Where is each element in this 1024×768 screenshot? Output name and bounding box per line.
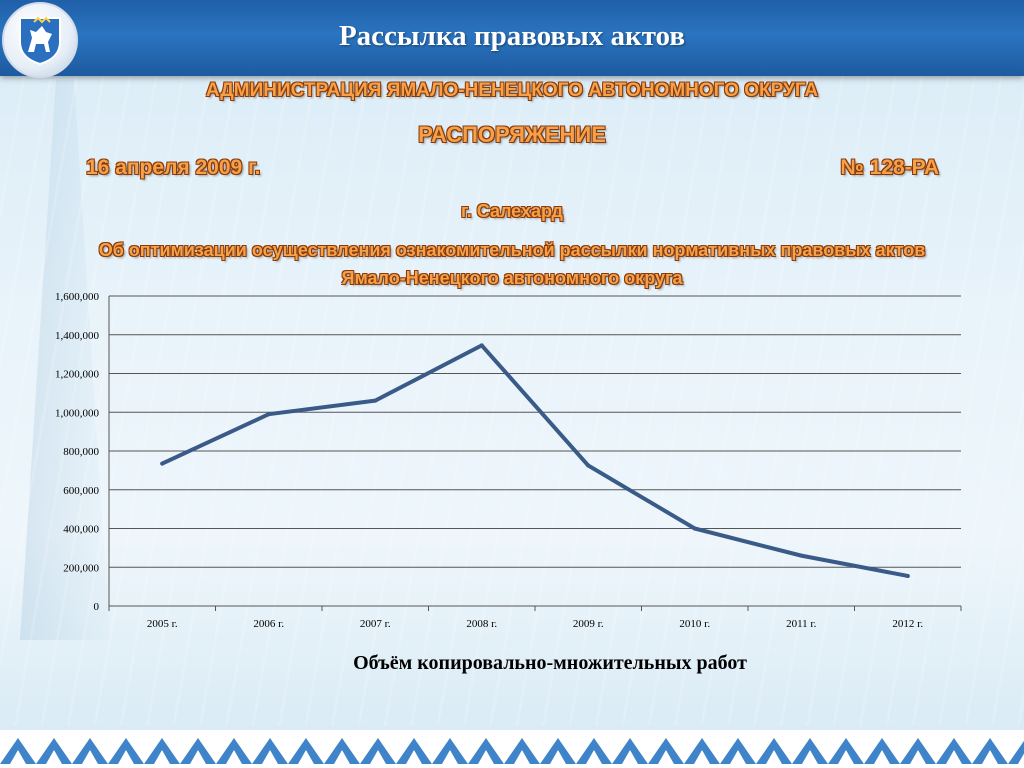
series-line [160, 343, 910, 578]
y-tick-label: 0 [94, 601, 100, 613]
ornament-motif [900, 738, 936, 764]
ornament-motif [936, 738, 972, 764]
document-date: 16 апреля 2009 г. [86, 156, 261, 179]
y-tick-label: 400,000 [63, 524, 99, 536]
ornament-motif [72, 738, 108, 764]
data-point [373, 398, 378, 403]
y-tick-label: 200,000 [63, 562, 99, 574]
ornament-motif [972, 738, 1008, 764]
x-tick-label: 2005 г. [147, 618, 178, 630]
data-point [586, 463, 591, 468]
ornament-motif [792, 738, 828, 764]
y-tick-label: 800,000 [63, 446, 99, 458]
x-tick-label: 2006 г. [253, 618, 284, 630]
ornament-motif [648, 738, 684, 764]
x-tick-label: 2010 г. [679, 618, 710, 630]
ornament-motif [864, 738, 900, 764]
data-point [266, 412, 271, 417]
y-tick-label: 1,400,000 [55, 330, 100, 342]
ornament-motif [756, 738, 792, 764]
x-tick-label: 2008 г. [466, 618, 497, 630]
x-tick-label: 2007 г. [360, 618, 391, 630]
yamal-coat-of-arms-icon [2, 2, 78, 78]
x-tick-label: 2012 г. [892, 618, 923, 630]
slide-header: Рассылка правовых актов [0, 0, 1024, 78]
document-city: г. Салехард [461, 201, 563, 221]
data-point [905, 573, 910, 578]
data-point [692, 526, 697, 531]
ornament-motif [432, 738, 468, 764]
ornament-motif [144, 738, 180, 764]
ornament-motif [1008, 740, 1024, 764]
data-point [160, 461, 165, 466]
ornament-motif [108, 738, 144, 764]
document-number: № 128-РА [840, 156, 939, 179]
ornament-motif [360, 738, 396, 764]
data-point [799, 553, 804, 558]
ornament-motif [468, 738, 504, 764]
ornament-motif [0, 738, 36, 764]
y-tick-label: 600,000 [63, 485, 99, 497]
ornament-motif [396, 738, 432, 764]
ornament-motif [720, 738, 756, 764]
x-tick-label: 2011 г. [786, 618, 817, 630]
chart-caption: Объём копировально-множительных работ [353, 652, 747, 674]
ornament-border [0, 730, 1024, 768]
document-subject-line-1: Об оптимизации осуществления ознакомител… [98, 240, 926, 260]
ornament-motif [612, 738, 648, 764]
ornament-motif [288, 738, 324, 764]
authority-heading: АДМИНИСТРАЦИЯ ЯМАЛО-НЕНЕЦКОГО АВТОНОМНОГ… [205, 80, 819, 101]
ornament-motif [828, 738, 864, 764]
y-tick-label: 1,200,000 [55, 369, 100, 381]
data-point [479, 343, 484, 348]
document-subject-line-2: Ямало-Ненецкого автономного округа [341, 268, 683, 288]
decorative-background [0, 76, 1024, 726]
x-tick-label: 2009 г. [573, 618, 604, 630]
ornament-motif [180, 738, 216, 764]
ornament-motif [324, 738, 360, 764]
ornament-motif [252, 738, 288, 764]
ornament-motif [504, 738, 540, 764]
ornament-motif [684, 738, 720, 764]
y-tick-label: 1,000,000 [55, 407, 100, 419]
ornament-motif [36, 738, 72, 764]
ornament-motif [216, 738, 252, 764]
y-tick-label: 1,600,000 [55, 291, 100, 303]
slide-title: Рассылка правовых актов [338, 20, 686, 52]
ornament-motif [540, 738, 576, 764]
document-type: РАСПОРЯЖЕНИЕ [418, 122, 606, 147]
line-chart: 0 200,000 400,000 600,000 800,000 1,000,000 1,… [55, 291, 962, 630]
ornament-motif [576, 738, 612, 764]
